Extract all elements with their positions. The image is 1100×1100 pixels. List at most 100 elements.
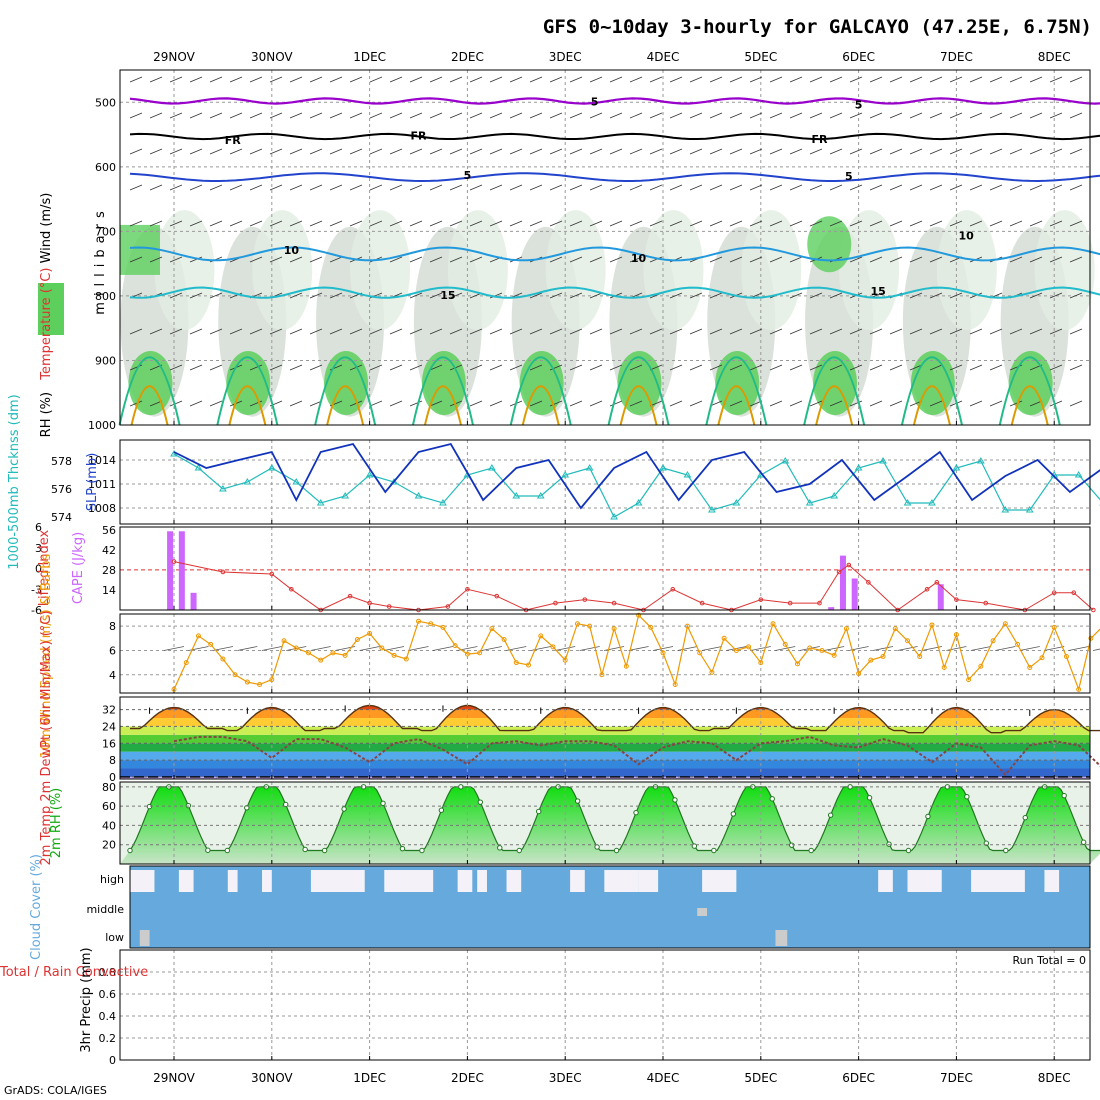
- lifted-index-point: [465, 586, 470, 592]
- wind-barb: [869, 112, 883, 119]
- rh2m-point: [399, 845, 406, 852]
- wind-speed-point: [758, 660, 764, 666]
- wind-speed-point: [526, 662, 532, 668]
- wind-barb: [652, 646, 674, 651]
- wind-speed-point: [856, 671, 862, 677]
- wind-speed-point: [391, 652, 397, 658]
- wind-barb: [432, 646, 454, 651]
- wind-barb: [269, 220, 283, 227]
- wind-barb: [289, 148, 303, 155]
- wind-barb: [469, 256, 483, 263]
- wind-barb: [489, 364, 503, 371]
- wind-barb: [949, 292, 963, 299]
- wind-barb: [929, 400, 943, 407]
- precip-axis-label: 3hr Precip (mm): [79, 947, 94, 1052]
- upper-air-ylabel: RH (%) Temperature (°C) Wind (m/s): [39, 193, 54, 438]
- wind-barb: [237, 646, 258, 651]
- thickness-point: [659, 464, 667, 471]
- wind-barb: [579, 646, 600, 651]
- wind-speed-point: [684, 623, 690, 629]
- wind-barb: [889, 76, 903, 83]
- wind-barb: [929, 184, 943, 191]
- wind-barb: [289, 112, 303, 119]
- millibars-label: millibars: [93, 205, 108, 314]
- freezing-level-line: [129, 132, 1100, 141]
- cape-bar: [828, 607, 835, 610]
- wind-barb: [163, 646, 185, 651]
- wind-barb: [449, 256, 463, 263]
- thickness-point: [316, 499, 325, 506]
- wind-barb: [1069, 292, 1083, 299]
- wind-speed-point: [428, 621, 434, 627]
- cloud-level-label: middle: [86, 903, 124, 916]
- wind-barb: [329, 112, 343, 119]
- wind-barb: [149, 76, 163, 83]
- wind-barb: [1009, 220, 1023, 227]
- wind-speed-point: [770, 621, 776, 627]
- wind-barb: [809, 112, 823, 119]
- lifted-index-point: [367, 600, 372, 606]
- wind-barb: [849, 256, 863, 263]
- wind-barb: [369, 76, 383, 83]
- rh-tick-label: 20: [102, 839, 116, 852]
- thickness-point: [390, 478, 398, 485]
- wind-speed-line: [173, 614, 1100, 692]
- cloud-gap: [139, 930, 150, 946]
- date-label: 30NOV: [251, 1071, 293, 1085]
- wind-barb: [729, 256, 743, 263]
- wind-barb: [189, 184, 203, 191]
- wind-barb: [829, 148, 843, 155]
- wind-barb: [469, 148, 483, 155]
- wind-speed-point: [281, 638, 287, 644]
- isotherm-line: [900, 356, 963, 426]
- rh2m-point: [282, 801, 289, 808]
- isotherm-line: [216, 356, 279, 426]
- rh-shading: [839, 210, 900, 331]
- wind-speed-point: [782, 641, 788, 647]
- isotherm-line: [129, 246, 1100, 262]
- wind-barb: [569, 400, 583, 407]
- wind-barb: [949, 148, 963, 155]
- wind-barb: [489, 184, 503, 191]
- wind-speed-point: [905, 638, 911, 644]
- precip-tick-label: 0.4: [99, 1010, 117, 1023]
- pressure-tick-label: 1000: [88, 419, 116, 432]
- wind-barb: [1069, 328, 1083, 335]
- wind-barb: [469, 76, 483, 83]
- cape-bar: [937, 584, 944, 610]
- thickness-point: [781, 457, 790, 464]
- wind-barb: [369, 112, 383, 119]
- wind-barb: [829, 184, 843, 191]
- wind-barb: [489, 112, 503, 119]
- wind-barb: [389, 328, 403, 335]
- wind-barb: [609, 328, 623, 335]
- cape-tick-label: 28: [102, 564, 116, 577]
- rh2m-point: [516, 847, 522, 854]
- rh-tick-label: 80: [102, 781, 116, 794]
- rh2m-point: [477, 799, 484, 805]
- thickness-point: [561, 471, 570, 478]
- rh2m-point: [1061, 792, 1067, 799]
- wind-barb: [269, 364, 283, 371]
- wind-barb: [589, 256, 603, 263]
- wind-barb: [629, 400, 643, 407]
- wind-barb: [829, 220, 843, 227]
- wind-barb: [629, 256, 643, 263]
- wind-barb: [989, 328, 1003, 335]
- wind-barb: [129, 364, 143, 371]
- wind-barb: [1049, 76, 1063, 83]
- wind-barb: [909, 112, 923, 119]
- footer-credit: GrADS: COLA/IGES: [4, 1084, 107, 1097]
- wind-barb: [389, 184, 403, 191]
- wind-barb: [989, 148, 1003, 155]
- rh2m-point: [672, 797, 678, 803]
- wind-barb: [189, 148, 203, 155]
- wind-barb: [789, 220, 803, 227]
- wind-barb: [529, 220, 543, 227]
- wind-barb: [429, 220, 443, 227]
- wind-barb: [569, 76, 583, 83]
- rh2m-point: [438, 807, 445, 813]
- li-tick-label: 3: [35, 542, 42, 555]
- cloud-gap: [178, 870, 194, 892]
- wind-barb: [189, 112, 203, 119]
